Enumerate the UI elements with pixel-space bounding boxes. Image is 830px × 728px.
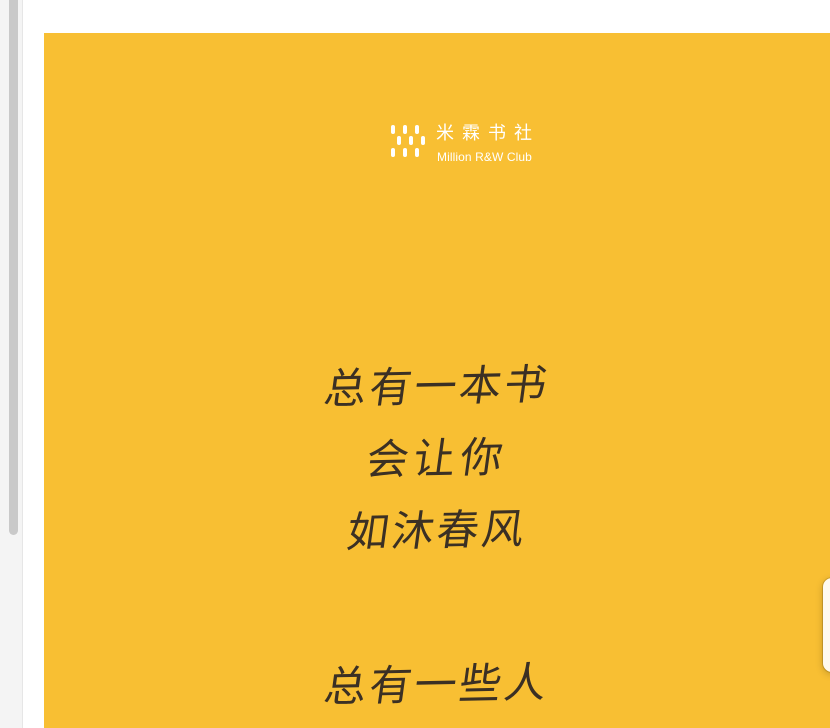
left-divider	[22, 0, 23, 728]
poem-text-block: 总有一本书 会让你 如沐春风 总有一些人	[44, 351, 830, 721]
poem-line: 总有一些人	[44, 641, 830, 728]
left-scrollbar-track[interactable]	[0, 0, 22, 728]
brand-english-name: Million R&W Club	[437, 150, 532, 164]
poem-line: 如沐春风	[44, 487, 830, 576]
brand-logo: 米霖书社 Million R&W Club	[390, 123, 580, 165]
million-club-grid-icon	[390, 123, 428, 161]
brand-chinese-name: 米霖书社	[436, 124, 540, 144]
poem-stanza-gap	[44, 567, 830, 649]
right-side-handle[interactable]	[823, 578, 830, 672]
vertical-scroll-thumb[interactable]	[9, 0, 18, 535]
book-cover-panel: 米霖书社 Million R&W Club 总有一本书 会让你 如沐春风 总有一…	[44, 33, 830, 728]
